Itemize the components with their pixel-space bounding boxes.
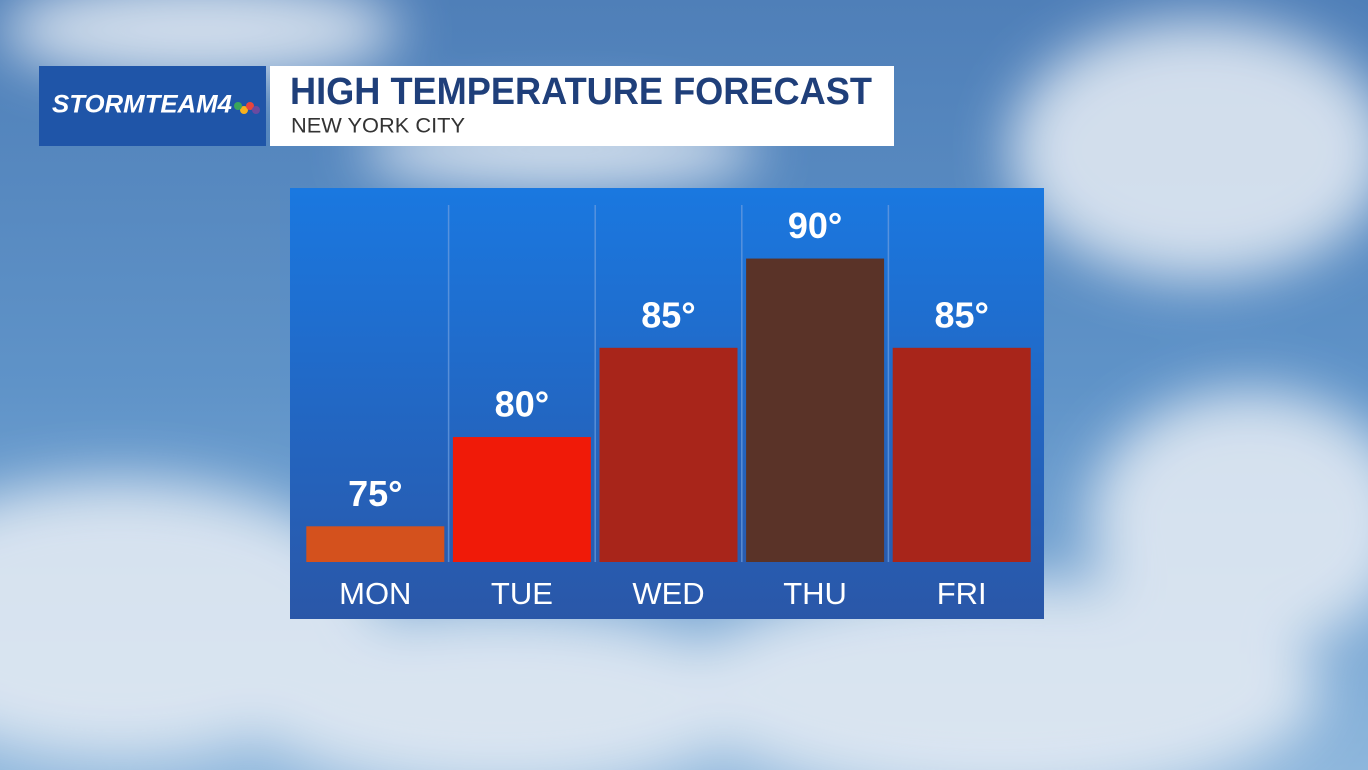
logo-box bbox=[39, 66, 266, 146]
x-tick-label: THU bbox=[783, 576, 847, 611]
bar bbox=[892, 347, 1031, 562]
bar bbox=[599, 347, 738, 562]
title-box bbox=[270, 66, 894, 146]
x-tick-label: TUE bbox=[491, 576, 553, 611]
chart-subtitle: NEW YORK CITY bbox=[291, 115, 465, 138]
bar bbox=[746, 258, 885, 562]
chart-title: HIGH TEMPERATURE FORECAST bbox=[290, 71, 872, 113]
x-tick-label: MON bbox=[339, 576, 411, 611]
value-label: 80° bbox=[495, 384, 549, 425]
value-label: 85° bbox=[934, 294, 988, 335]
bar bbox=[452, 437, 591, 562]
x-tick-label: WED bbox=[632, 576, 704, 611]
x-tick-label: FRI bbox=[937, 576, 987, 611]
logo: STORMTEAM4 bbox=[52, 91, 232, 119]
value-label: 90° bbox=[788, 205, 842, 246]
bar bbox=[306, 526, 445, 562]
value-label: 75° bbox=[348, 473, 402, 514]
value-label: 85° bbox=[641, 294, 695, 335]
peacock bbox=[234, 102, 260, 114]
